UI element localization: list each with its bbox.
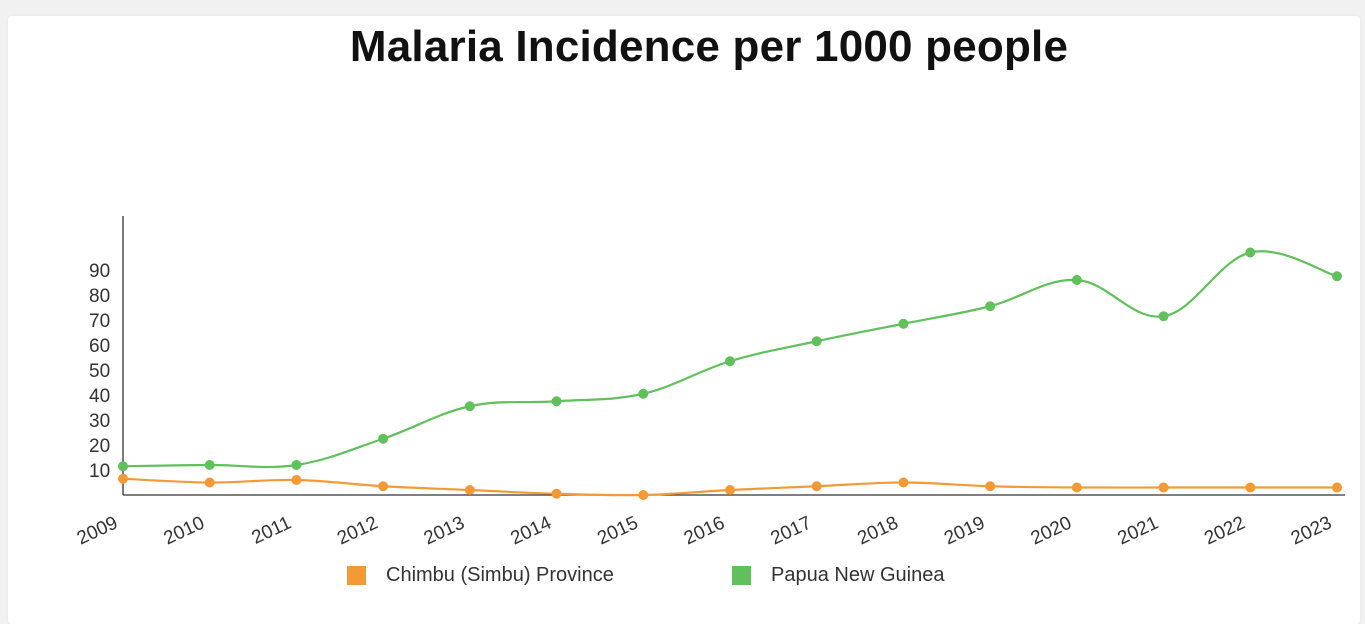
series-png (118, 247, 1342, 472)
data-point (118, 461, 128, 472)
data-point (1245, 247, 1256, 258)
y-tick-label: 80 (89, 286, 110, 307)
x-tick-label: 2017 (768, 512, 815, 549)
chart-title: Malaria Incidence per 1000 people (349, 22, 1069, 71)
data-point (1071, 482, 1082, 493)
data-point (551, 488, 562, 499)
data-point (638, 490, 649, 500)
data-point (725, 356, 735, 367)
data-point (464, 401, 475, 412)
data-point (638, 388, 649, 399)
legend-swatch-png (732, 565, 751, 585)
data-point (985, 301, 996, 312)
x-tick-label: 2023 (1288, 512, 1335, 549)
x-tick-label: 2022 (1201, 512, 1248, 549)
data-point (204, 460, 215, 470)
data-point (898, 477, 909, 488)
series-chimbu (118, 473, 1342, 500)
data-point (1245, 482, 1256, 493)
y-tick-label: 30 (89, 411, 110, 432)
x-tick-label: 2009 (74, 512, 121, 549)
data-point (204, 477, 215, 488)
y-tick-label: 90 (89, 261, 110, 282)
legend-label-png: Papua New Guinea (771, 563, 945, 586)
x-tick-label: 2015 (594, 512, 641, 549)
legend-swatch-chimbu (347, 565, 366, 585)
data-point (898, 318, 909, 329)
x-tick-label: 2019 (941, 512, 988, 549)
data-point (985, 481, 996, 492)
data-point (1158, 311, 1169, 322)
data-point (811, 481, 822, 492)
y-tick-label: 40 (89, 386, 110, 407)
data-point (378, 481, 389, 492)
y-tick-label: 60 (89, 336, 110, 357)
x-tick-label: 2021 (1114, 512, 1161, 549)
y-tick-label: 20 (89, 436, 110, 457)
y-tick-label: 70 (89, 311, 110, 332)
legend-item-chimbu: Chimbu (Simbu) Province (347, 564, 614, 587)
data-point (464, 485, 475, 495)
data-point (811, 336, 822, 347)
data-point (551, 396, 562, 407)
data-point (725, 485, 735, 495)
legend-label-chimbu: Chimbu (Simbu) Province (386, 563, 614, 586)
x-tick-label: 2013 (421, 512, 468, 549)
data-point (1071, 275, 1082, 285)
x-tick-label: 2016 (681, 512, 728, 549)
x-tick-label: 2010 (161, 512, 208, 549)
data-point (378, 433, 389, 444)
y-tick-label: 50 (89, 361, 110, 382)
data-point (291, 460, 302, 470)
data-point (1158, 482, 1169, 493)
x-tick-label: 2011 (249, 512, 295, 548)
data-point (291, 475, 302, 485)
data-point (1332, 271, 1342, 282)
data-point (118, 473, 128, 484)
x-tick-label: 2018 (854, 512, 901, 549)
legend-item-png: Papua New Guinea (732, 564, 944, 587)
y-tick-label: 10 (89, 461, 110, 482)
chart-card (8, 16, 1360, 624)
data-point (1332, 482, 1342, 493)
x-tick-label: 2020 (1028, 512, 1075, 549)
x-tick-label: 2012 (334, 512, 381, 549)
x-tick-label: 2014 (507, 512, 555, 549)
